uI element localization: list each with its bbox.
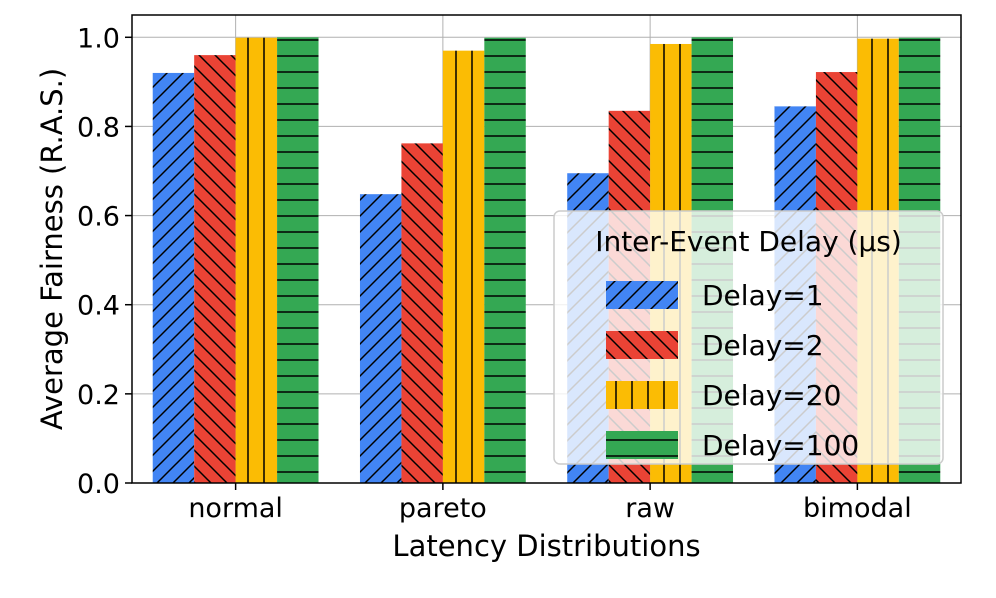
bar-normal-delay-2	[194, 55, 236, 483]
y-tick-label: 1.0	[77, 23, 120, 54]
legend: Inter-Event Delay (μs) Delay=1 Delay=2 Del…	[553, 210, 944, 465]
legend-swatch	[606, 281, 678, 309]
y-tick-label: 0.4	[77, 291, 120, 322]
bar-normal-delay-20	[235, 37, 278, 483]
legend-swatch	[606, 331, 678, 359]
y-axis-label: Average Fairness (R.A.S.)	[35, 68, 69, 430]
x-axis-label: Latency Distributions	[392, 529, 700, 563]
legend-label: Delay=1	[702, 279, 824, 312]
bar-pareto-delay-1	[359, 194, 402, 484]
y-tick-label: 0.6	[77, 202, 120, 233]
y-tick-label: 0.2	[77, 380, 120, 411]
bar-pareto-delay-100	[484, 37, 526, 483]
bar-normal-delay-1	[152, 72, 195, 483]
y-tick-label: 0.8	[77, 112, 120, 143]
legend-label: Delay=20	[702, 379, 841, 412]
legend-swatch	[606, 381, 678, 409]
legend-swatch	[606, 431, 678, 459]
plot-frame	[131, 14, 962, 484]
x-tick-label: bimodal	[803, 493, 912, 524]
bar-pareto-delay-2	[401, 143, 443, 483]
x-tick-label: raw	[625, 493, 675, 524]
legend-title: Inter-Event Delay (μs)	[595, 225, 902, 258]
bar-pareto-delay-20	[442, 50, 485, 484]
y-axis-ticks: 0.0 0.2 0.4 0.6 0.8 1.0	[77, 23, 132, 500]
x-tick-label: normal	[188, 493, 283, 524]
bar-normal-delay-100	[277, 37, 319, 484]
x-tick-label: pareto	[399, 493, 487, 524]
legend-label: Delay=100	[702, 429, 859, 462]
x-axis-ticks: normal pareto raw bimodal	[188, 483, 912, 524]
y-tick-label: 0.0	[77, 469, 120, 500]
legend-label: Delay=2	[702, 329, 824, 362]
